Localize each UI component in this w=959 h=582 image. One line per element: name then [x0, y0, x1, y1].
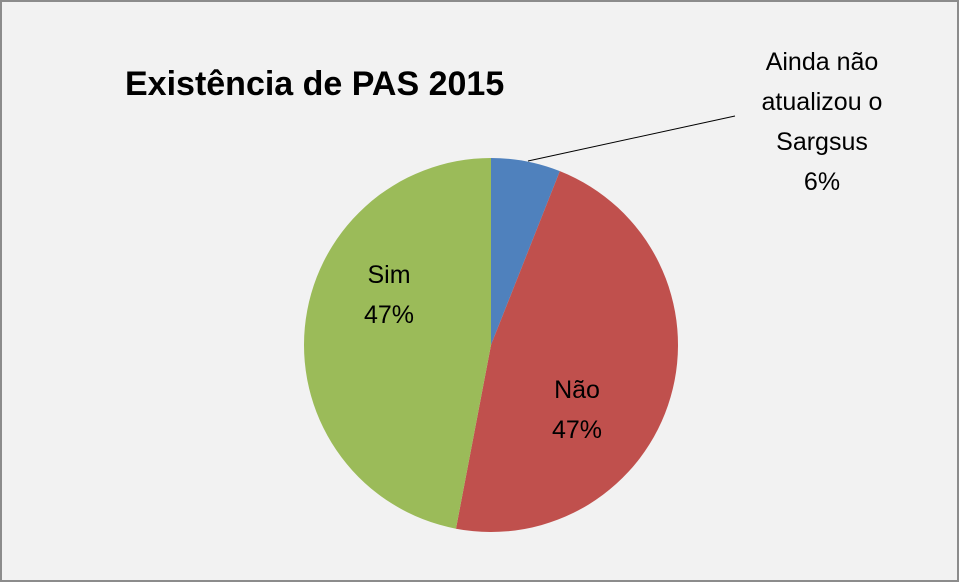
value-label: 6%	[803, 168, 841, 196]
data-label: Não 47%	[517, 370, 637, 450]
category-label: Ainda não atualizou o Sargsus	[761, 48, 883, 156]
value-label: 47%	[551, 416, 603, 444]
category-label: Sim	[367, 261, 411, 289]
pie-slice	[491, 158, 560, 345]
chart-title: Existência de PAS 2015	[125, 65, 504, 103]
pie-slice	[303, 158, 491, 529]
value-label: 47%	[363, 301, 415, 329]
data-label: Ainda não atualizou o Sargsus 6%	[747, 42, 897, 202]
category-label: Não	[554, 376, 600, 404]
pie-slice	[455, 171, 679, 533]
leader-line	[527, 115, 736, 162]
data-label: Sim 47%	[329, 255, 449, 335]
